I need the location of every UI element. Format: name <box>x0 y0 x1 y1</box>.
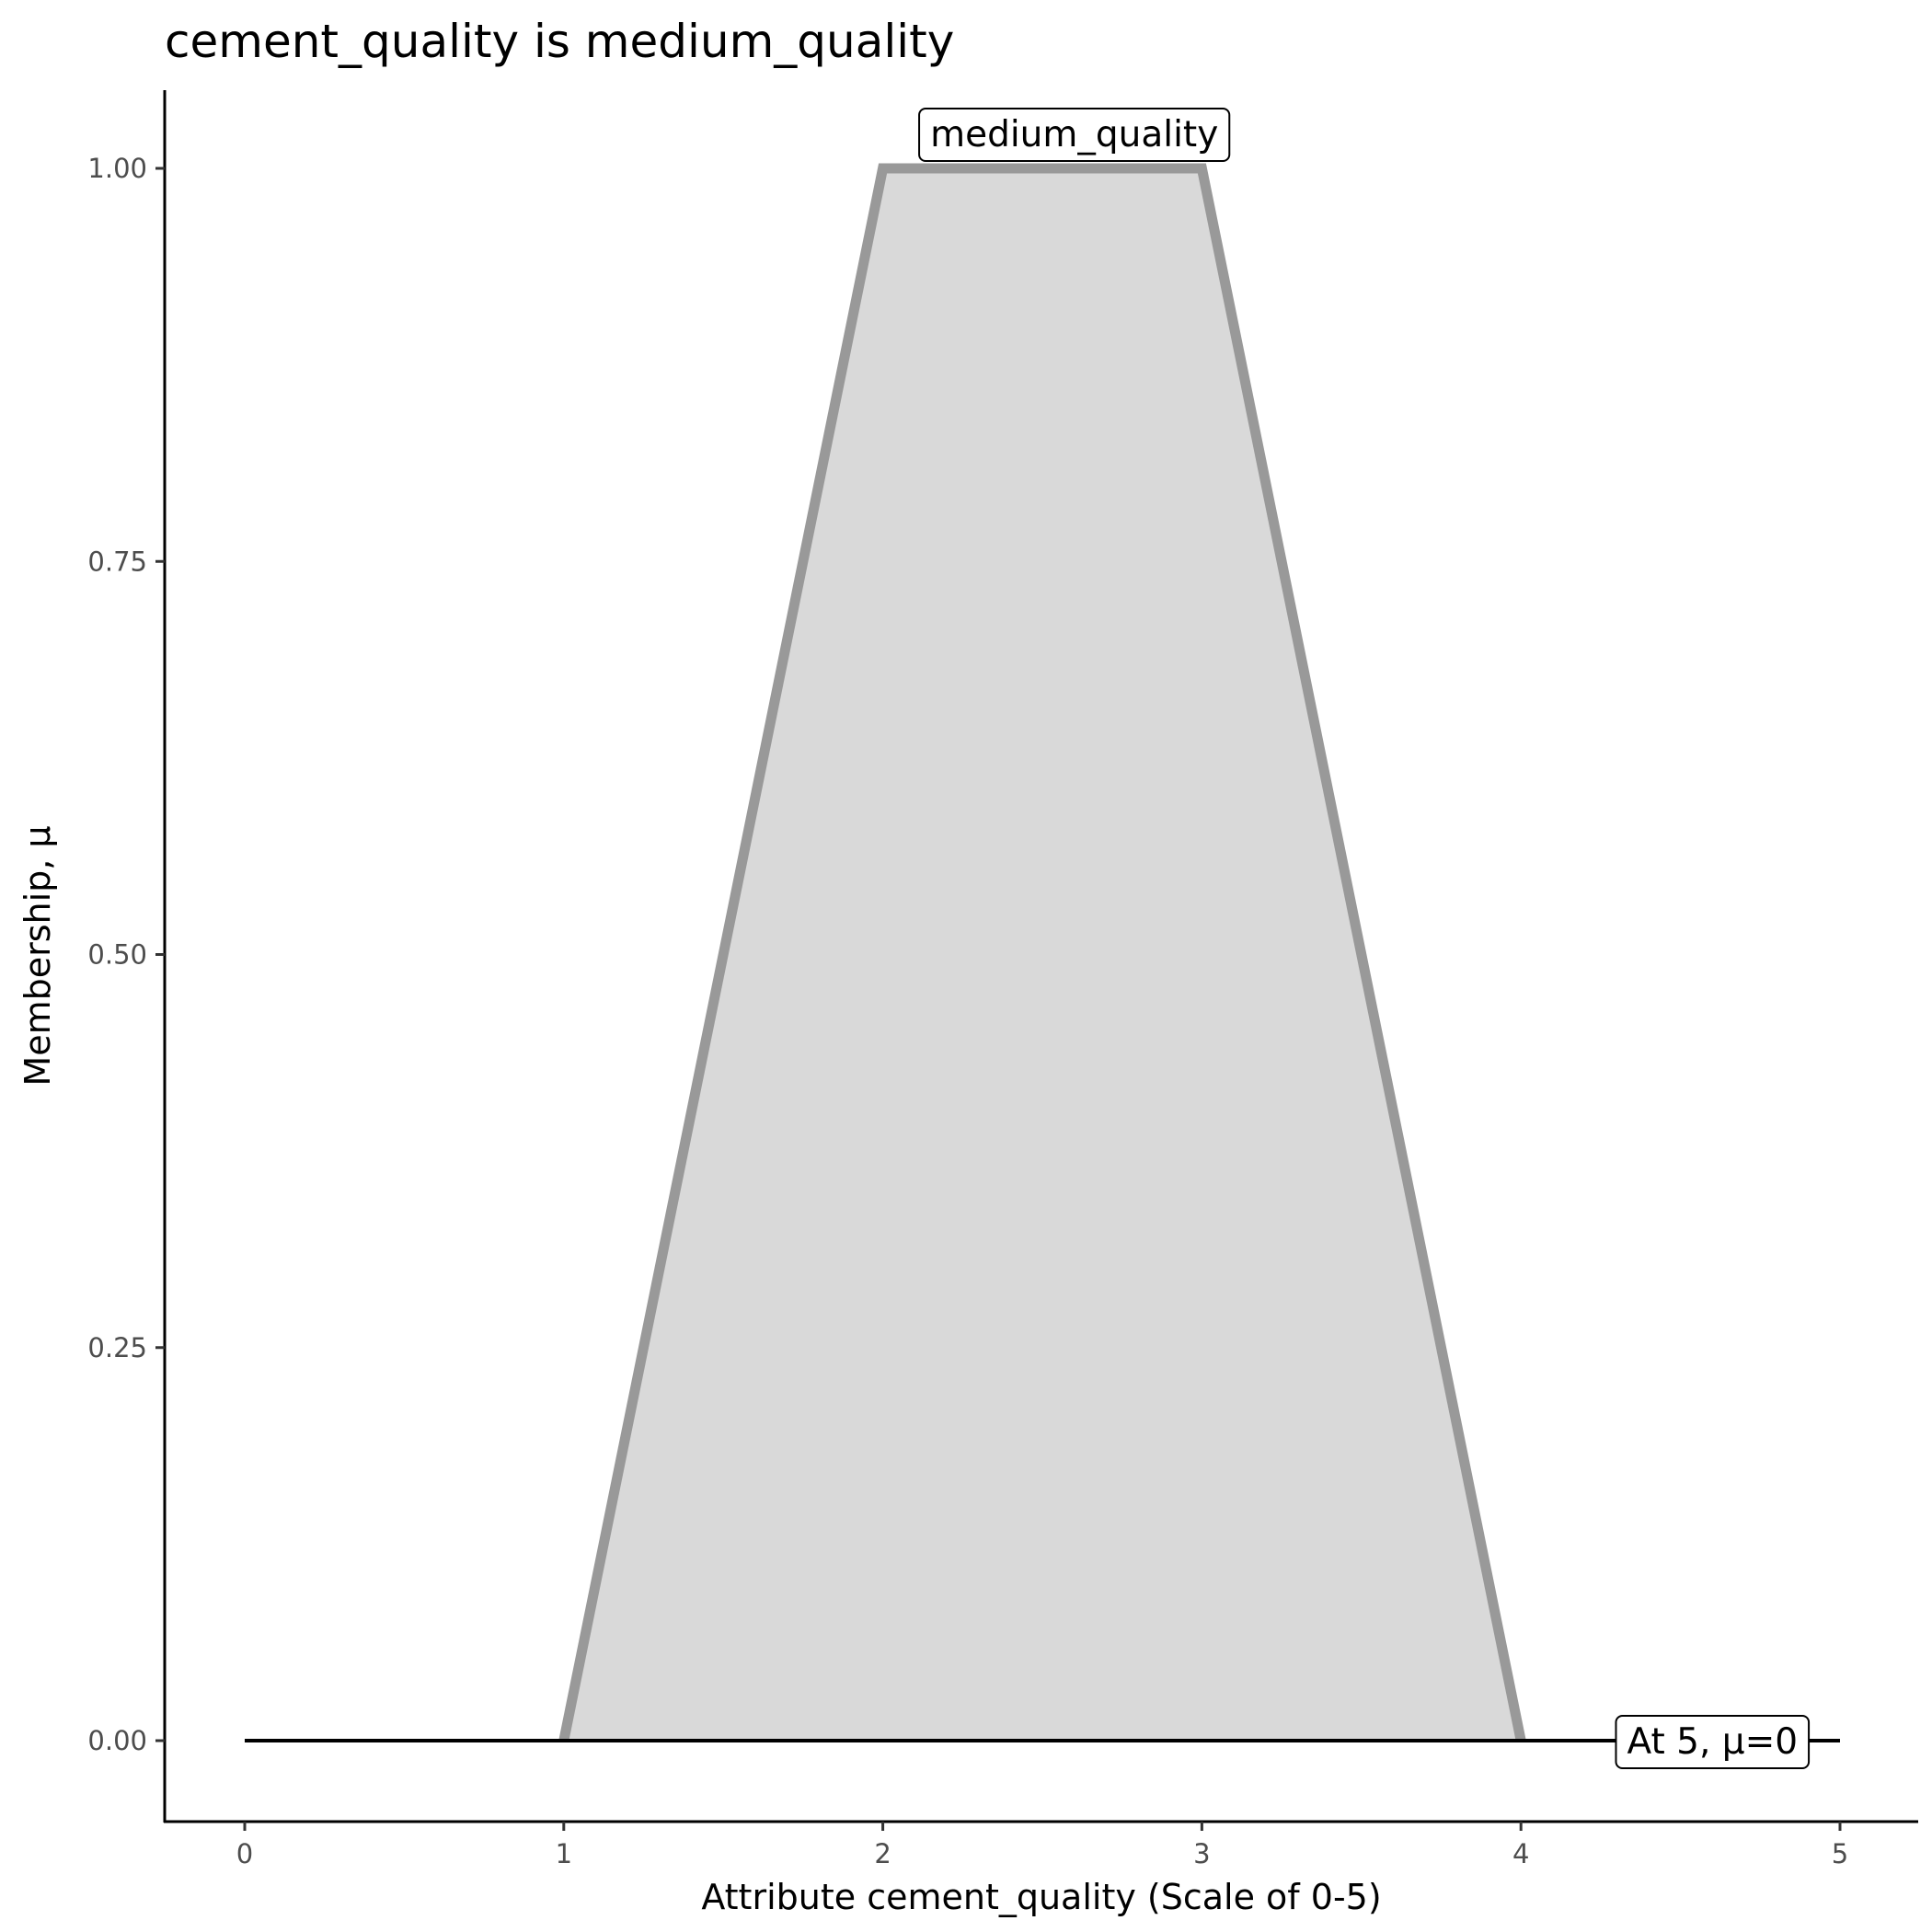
y-tick-label: 0.75 <box>87 546 147 577</box>
y-axis-label: Membership, μ <box>17 825 58 1086</box>
x-axis-ticks: 0 1 2 3 4 5 <box>236 1822 1848 1869</box>
x-tick-label: 5 <box>1832 1838 1848 1869</box>
y-tick-label: 0.00 <box>87 1725 147 1756</box>
annotation-label: At 5, μ=0 <box>1615 1715 1811 1769</box>
annotation-box <box>918 108 1231 162</box>
annotations: medium_quality At 5, μ=0 <box>918 108 1811 1769</box>
x-tick-label: 1 <box>556 1838 572 1869</box>
plot-area <box>245 163 1840 1742</box>
annotation-box <box>1615 1715 1811 1769</box>
x-tick-label: 2 <box>874 1838 891 1869</box>
y-axis-ticks: 0.00 0.25 0.50 0.75 1.00 <box>87 153 165 1756</box>
annotation-label: medium_quality <box>918 108 1231 162</box>
x-tick-label: 3 <box>1193 1838 1210 1869</box>
annotation-text: medium_quality <box>930 114 1218 155</box>
x-tick-label: 4 <box>1512 1838 1529 1869</box>
series-line-medium_quality <box>558 163 1526 1742</box>
x-axis-label: Attribute cement_quality (Scale of 0-5) <box>701 1877 1381 1917</box>
y-tick-label: 1.00 <box>87 153 147 184</box>
annotation-text: At 5, μ=0 <box>1627 1721 1798 1763</box>
x-tick-label: 0 <box>236 1838 253 1869</box>
y-tick-label: 0.50 <box>87 939 147 971</box>
series-area-medium_quality <box>563 168 1522 1741</box>
y-tick-label: 0.25 <box>87 1332 147 1363</box>
chart-title: cement_quality is medium_quality <box>165 15 954 68</box>
